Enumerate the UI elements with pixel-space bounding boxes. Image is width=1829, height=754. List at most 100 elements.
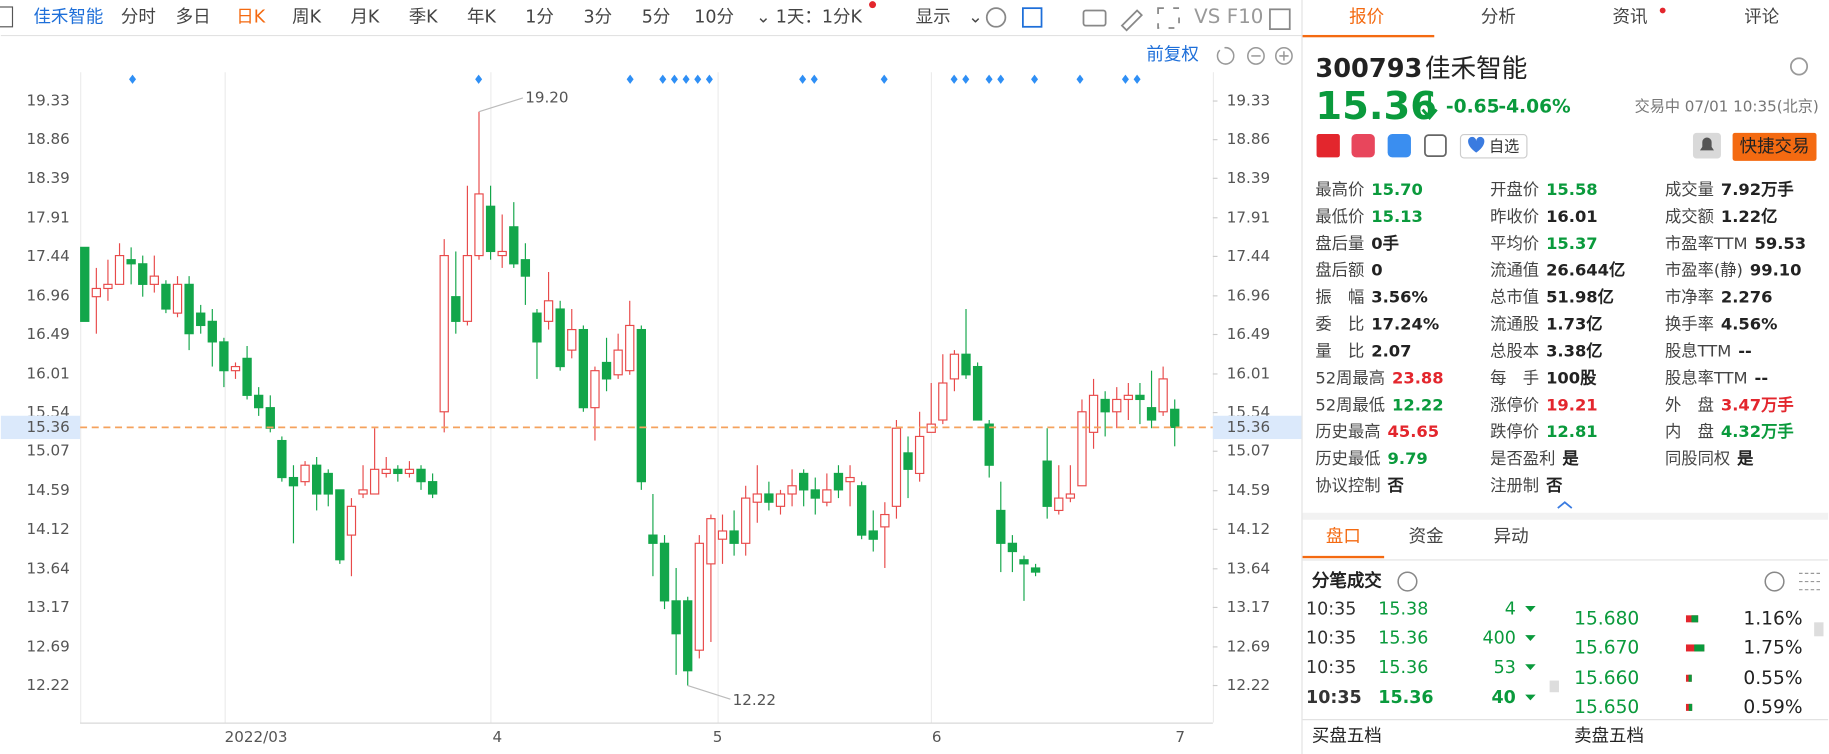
- stat-value: 3.38亿: [1546, 341, 1603, 360]
- period-tab[interactable]: 日K: [236, 7, 265, 27]
- adjust-select[interactable]: 前复权: [1146, 45, 1198, 65]
- period-tab[interactable]: 3分: [584, 7, 613, 27]
- zoom-out[interactable]: [1247, 47, 1265, 65]
- trade-direction: [1525, 664, 1536, 671]
- stat-value: 16.01: [1546, 206, 1598, 225]
- panel-icon[interactable]: [1269, 8, 1291, 31]
- more-icon[interactable]: [1764, 571, 1785, 592]
- stat: 股息TTM --: [1665, 341, 1752, 360]
- dropdown-arrow[interactable]: ⌄: [756, 7, 771, 27]
- event-marker[interactable]: [799, 74, 807, 84]
- stat-value: --: [1738, 341, 1752, 360]
- stat-label: 振 幅: [1315, 287, 1364, 306]
- note-icon[interactable]: [1424, 134, 1447, 158]
- candle-body: [1007, 542, 1018, 553]
- level-bar-green: [1688, 703, 1693, 711]
- period-tab[interactable]: 周K: [292, 7, 321, 27]
- collapse-icon[interactable]: [1557, 501, 1573, 509]
- candle-body: [868, 530, 878, 540]
- stat-label: 52周最高: [1315, 368, 1385, 387]
- event-marker[interactable]: [880, 74, 888, 84]
- zoom-in[interactable]: [1275, 47, 1293, 65]
- period-tab[interactable]: 分时: [121, 7, 156, 27]
- event-marker[interactable]: [626, 74, 634, 84]
- margin-icon[interactable]: [1351, 134, 1375, 158]
- candle-body: [1077, 411, 1087, 487]
- reset-icon[interactable]: [1216, 47, 1235, 65]
- candle-body: [683, 600, 693, 672]
- stat-value: 4.56%: [1721, 314, 1778, 333]
- draw-icon[interactable]: [1120, 9, 1143, 32]
- event-marker[interactable]: [659, 74, 667, 84]
- footer-tab[interactable]: 卖盘五档: [1574, 727, 1644, 747]
- scrollbar[interactable]: [1814, 622, 1824, 637]
- event-marker[interactable]: [682, 74, 690, 84]
- display-menu[interactable]: 显示: [916, 7, 951, 27]
- y-tick-label: 15.07: [26, 442, 69, 460]
- f10-button[interactable]: F10: [1227, 5, 1264, 28]
- y-tick-label: 17.44: [1227, 247, 1270, 265]
- event-marker[interactable]: [705, 74, 713, 84]
- active-subtab-underline: [1302, 555, 1385, 559]
- last-price-box: [1212, 415, 1302, 440]
- trade-price: 15.36: [1378, 658, 1428, 678]
- stat-label: 历史最高: [1315, 422, 1380, 441]
- panel-tab[interactable]: 资讯: [1613, 7, 1648, 27]
- footer-tab[interactable]: 买盘五档: [1312, 727, 1382, 747]
- period-tab[interactable]: 5分: [642, 7, 671, 27]
- period-tab[interactable]: 1分: [525, 7, 554, 27]
- period-tab[interactable]: 年K: [467, 7, 496, 27]
- y-tick-label: 12.69: [26, 637, 69, 655]
- y-tick-label: 12.69: [1227, 637, 1270, 655]
- stat-label: 开盘价: [1490, 179, 1539, 198]
- sub-tab[interactable]: 异动: [1494, 527, 1529, 547]
- tag-icon[interactable]: [1387, 134, 1411, 158]
- stat-label: 委 比: [1315, 314, 1364, 333]
- y-tick-label: 19.33: [26, 92, 69, 110]
- sub-tab[interactable]: 盘口: [1326, 527, 1361, 547]
- y-tick-label: 17.91: [26, 208, 69, 226]
- stock-name[interactable]: 佳禾智能: [33, 7, 103, 27]
- candle-body: [416, 468, 426, 483]
- low-label: 12.22: [733, 691, 776, 709]
- event-marker[interactable]: [810, 74, 818, 84]
- candle-body: [856, 485, 867, 536]
- compare-button[interactable]: VS: [1194, 5, 1220, 28]
- camera-icon[interactable]: [1082, 9, 1107, 27]
- stat-label: 流通值: [1490, 260, 1539, 279]
- panel-tab[interactable]: 分析: [1481, 7, 1516, 27]
- candle-body: [903, 452, 913, 470]
- settings-icon[interactable]: [1789, 57, 1809, 76]
- event-marker[interactable]: [475, 74, 483, 84]
- list-icon[interactable]: [1799, 572, 1820, 591]
- stat: 开盘价 15.58: [1490, 179, 1597, 198]
- stat: 市盈率TTM 59.53: [1665, 233, 1806, 252]
- period-tab[interactable]: 多日: [176, 7, 211, 27]
- event-marker[interactable]: [985, 74, 993, 84]
- candle-body: [555, 308, 565, 368]
- layout-icon[interactable]: [1022, 7, 1043, 28]
- flag-icon[interactable]: [1316, 134, 1340, 158]
- quick-trade-button[interactable]: [1732, 132, 1817, 161]
- candle-body: [741, 497, 751, 544]
- settings-icon[interactable]: [985, 7, 1007, 28]
- event-marker[interactable]: [670, 74, 678, 84]
- stat: 市盈率(静) 99.10: [1665, 260, 1801, 279]
- sub-tab[interactable]: 资金: [1409, 527, 1444, 547]
- trade-direction: [1525, 694, 1536, 701]
- dropdown-arrow[interactable]: ⌄: [968, 7, 983, 27]
- interval-select[interactable]: 1天：1分K: [776, 7, 863, 27]
- period-tab[interactable]: 10分: [694, 7, 734, 27]
- period-tab[interactable]: 月K: [350, 7, 379, 27]
- period-tab[interactable]: 季K: [409, 7, 438, 27]
- scrollbar[interactable]: [1549, 680, 1559, 693]
- panel-tab[interactable]: 评论: [1744, 7, 1779, 27]
- event-marker[interactable]: [997, 74, 1005, 84]
- panel-tab[interactable]: 报价: [1349, 7, 1384, 27]
- info-icon[interactable]: [1397, 571, 1418, 592]
- menu-icon[interactable]: [0, 6, 14, 28]
- stat-label: 市净率: [1665, 287, 1714, 306]
- event-marker[interactable]: [1076, 74, 1084, 84]
